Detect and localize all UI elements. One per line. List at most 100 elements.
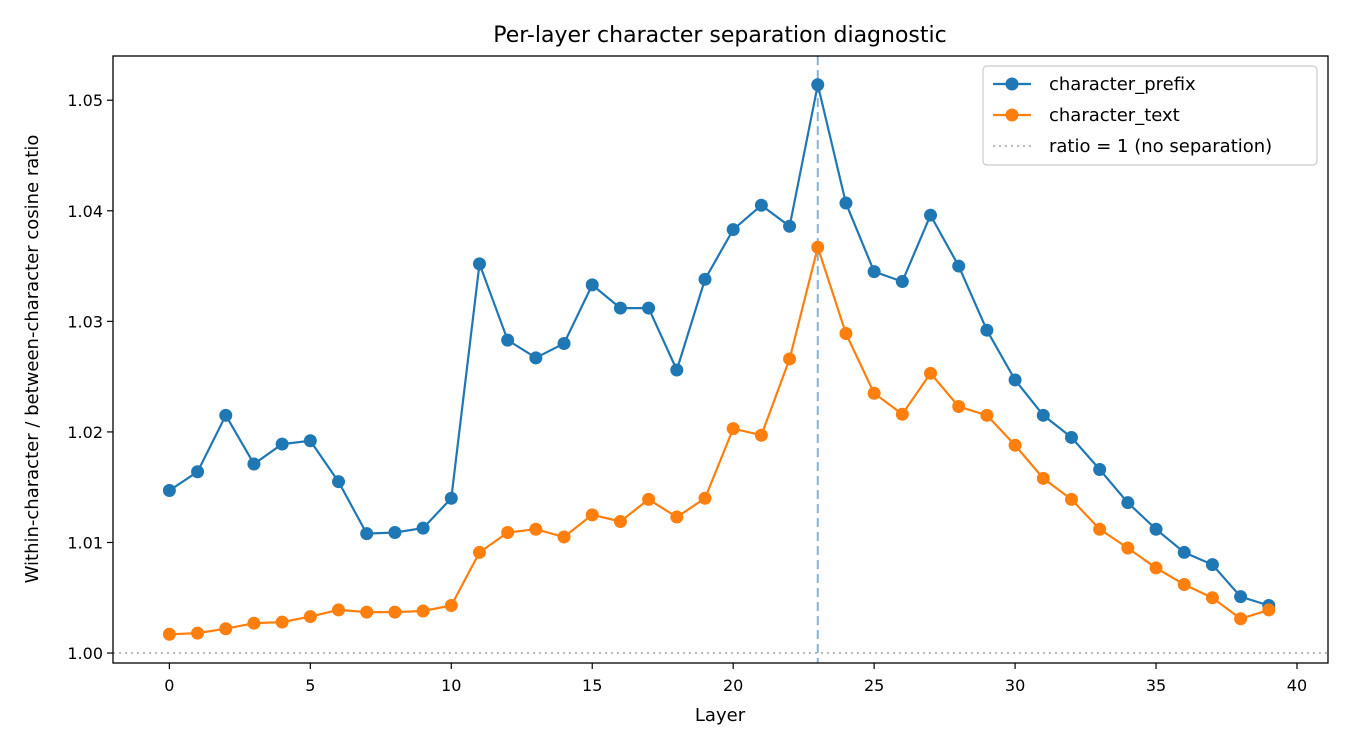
legend-label: character_text	[1049, 105, 1180, 126]
y-tick-label: 1.04	[67, 202, 103, 221]
data-point-character_text	[162, 627, 176, 641]
legend-swatch-marker	[1005, 108, 1019, 122]
legend-box	[982, 65, 1318, 166]
data-point-character_prefix	[1036, 408, 1050, 422]
legend-label: ratio = 1 (no separation)	[1049, 136, 1272, 157]
data-point-character_text	[783, 352, 797, 366]
data-point-character_prefix	[613, 301, 627, 315]
x-tick-label: 0	[164, 676, 174, 695]
x-tick-label: 40	[1287, 676, 1307, 695]
data-point-character_prefix	[472, 257, 486, 271]
data-point-character_text	[360, 605, 374, 619]
y-axis-label: Within-character / between-character cos…	[22, 135, 43, 584]
data-point-character_text	[811, 240, 825, 254]
data-point-character_prefix	[867, 265, 881, 279]
data-point-character_prefix	[303, 434, 317, 448]
data-point-character_text	[952, 399, 966, 413]
data-point-character_prefix	[839, 196, 853, 210]
axes-frame	[112, 55, 1329, 664]
legend-swatch-marker	[1005, 77, 1019, 91]
data-point-character_text	[698, 491, 712, 505]
plot-area: 0 5 10 15 20 25 30 35 40 1.00 1.01 1.02 1.03 1.04 1.05	[67, 55, 1329, 695]
x-tick-label: 30	[1005, 676, 1025, 695]
x-tick-label: 5	[305, 676, 315, 695]
data-point-character_text	[867, 386, 881, 400]
data-point-character_text	[332, 603, 346, 617]
data-point-character_text	[1008, 438, 1022, 452]
x-tick-label: 25	[864, 676, 884, 695]
x-axis-label: Layer	[695, 705, 746, 726]
data-point-character_text	[839, 327, 853, 341]
y-tick-label: 1.03	[67, 312, 103, 331]
chart-title: Per-layer character separation diagnosti…	[493, 23, 946, 48]
data-point-character_text	[247, 616, 261, 630]
data-point-character_text	[501, 526, 515, 540]
data-point-character_text	[529, 522, 543, 536]
data-point-character_text	[1064, 492, 1078, 506]
data-point-character_text	[303, 610, 317, 624]
data-point-character_prefix	[1064, 430, 1078, 444]
data-point-character_prefix	[191, 465, 205, 479]
data-point-character_text	[1149, 561, 1163, 575]
data-point-character_text	[557, 530, 571, 544]
x-tick-label: 20	[723, 676, 743, 695]
data-point-character_text	[1234, 612, 1248, 626]
data-point-character_prefix	[726, 223, 740, 237]
data-point-character_prefix	[360, 527, 374, 541]
data-point-character_prefix	[754, 198, 768, 212]
data-point-character_text	[472, 545, 486, 559]
data-point-character_text	[1036, 471, 1050, 485]
data-point-character_text	[275, 615, 289, 629]
data-point-character_prefix	[275, 437, 289, 451]
data-point-character_text	[895, 407, 909, 421]
data-point-character_text	[585, 508, 599, 522]
data-point-character_prefix	[698, 272, 712, 286]
data-point-character_prefix	[895, 275, 909, 289]
data-point-character_prefix	[247, 457, 261, 471]
data-point-character_prefix	[952, 259, 966, 273]
data-point-character_text	[219, 622, 233, 636]
y-tick-label: 1.02	[67, 423, 103, 442]
data-point-character_prefix	[1234, 590, 1248, 604]
series-line-character_text	[169, 243, 1270, 636]
data-point-character_prefix	[162, 484, 176, 498]
data-point-character_text	[726, 422, 740, 436]
y-tick-label: 1.01	[67, 533, 103, 552]
data-point-character_prefix	[670, 363, 684, 377]
data-point-character_text	[980, 408, 994, 422]
data-point-character_text	[444, 599, 458, 613]
data-point-character_prefix	[585, 278, 599, 292]
data-point-character_text	[924, 366, 938, 380]
data-point-character_text	[670, 510, 684, 524]
data-point-character_prefix	[501, 333, 515, 347]
y-tick-label: 1.00	[67, 644, 103, 663]
data-point-character_prefix	[811, 78, 825, 92]
x-tick-label: 35	[1146, 676, 1166, 695]
data-point-character_text	[1205, 591, 1219, 605]
data-point-character_prefix	[332, 475, 346, 489]
data-point-character_prefix	[1205, 558, 1219, 572]
data-point-character_text	[191, 626, 205, 640]
y-tick-label: 1.05	[67, 91, 103, 110]
data-point-character_text	[388, 605, 402, 619]
data-point-character_prefix	[1177, 545, 1191, 559]
data-point-character_text	[1121, 541, 1135, 555]
data-point-character_prefix	[219, 408, 233, 422]
data-point-character_prefix	[924, 208, 938, 222]
data-point-character_text	[1093, 522, 1107, 536]
data-point-character_text	[754, 428, 768, 442]
series-line-character_prefix	[168, 84, 1270, 607]
data-point-character_prefix	[1149, 522, 1163, 536]
data-point-character_prefix	[444, 491, 458, 505]
x-tick-label: 15	[582, 676, 602, 695]
data-point-character_prefix	[642, 301, 656, 315]
data-point-character_text	[1177, 577, 1191, 591]
data-point-character_text	[1262, 603, 1276, 617]
data-point-character_prefix	[388, 526, 402, 540]
data-point-character_prefix	[1093, 463, 1107, 477]
data-point-character_prefix	[783, 219, 797, 233]
x-tick-label: 10	[441, 676, 461, 695]
data-point-character_prefix	[416, 521, 430, 535]
